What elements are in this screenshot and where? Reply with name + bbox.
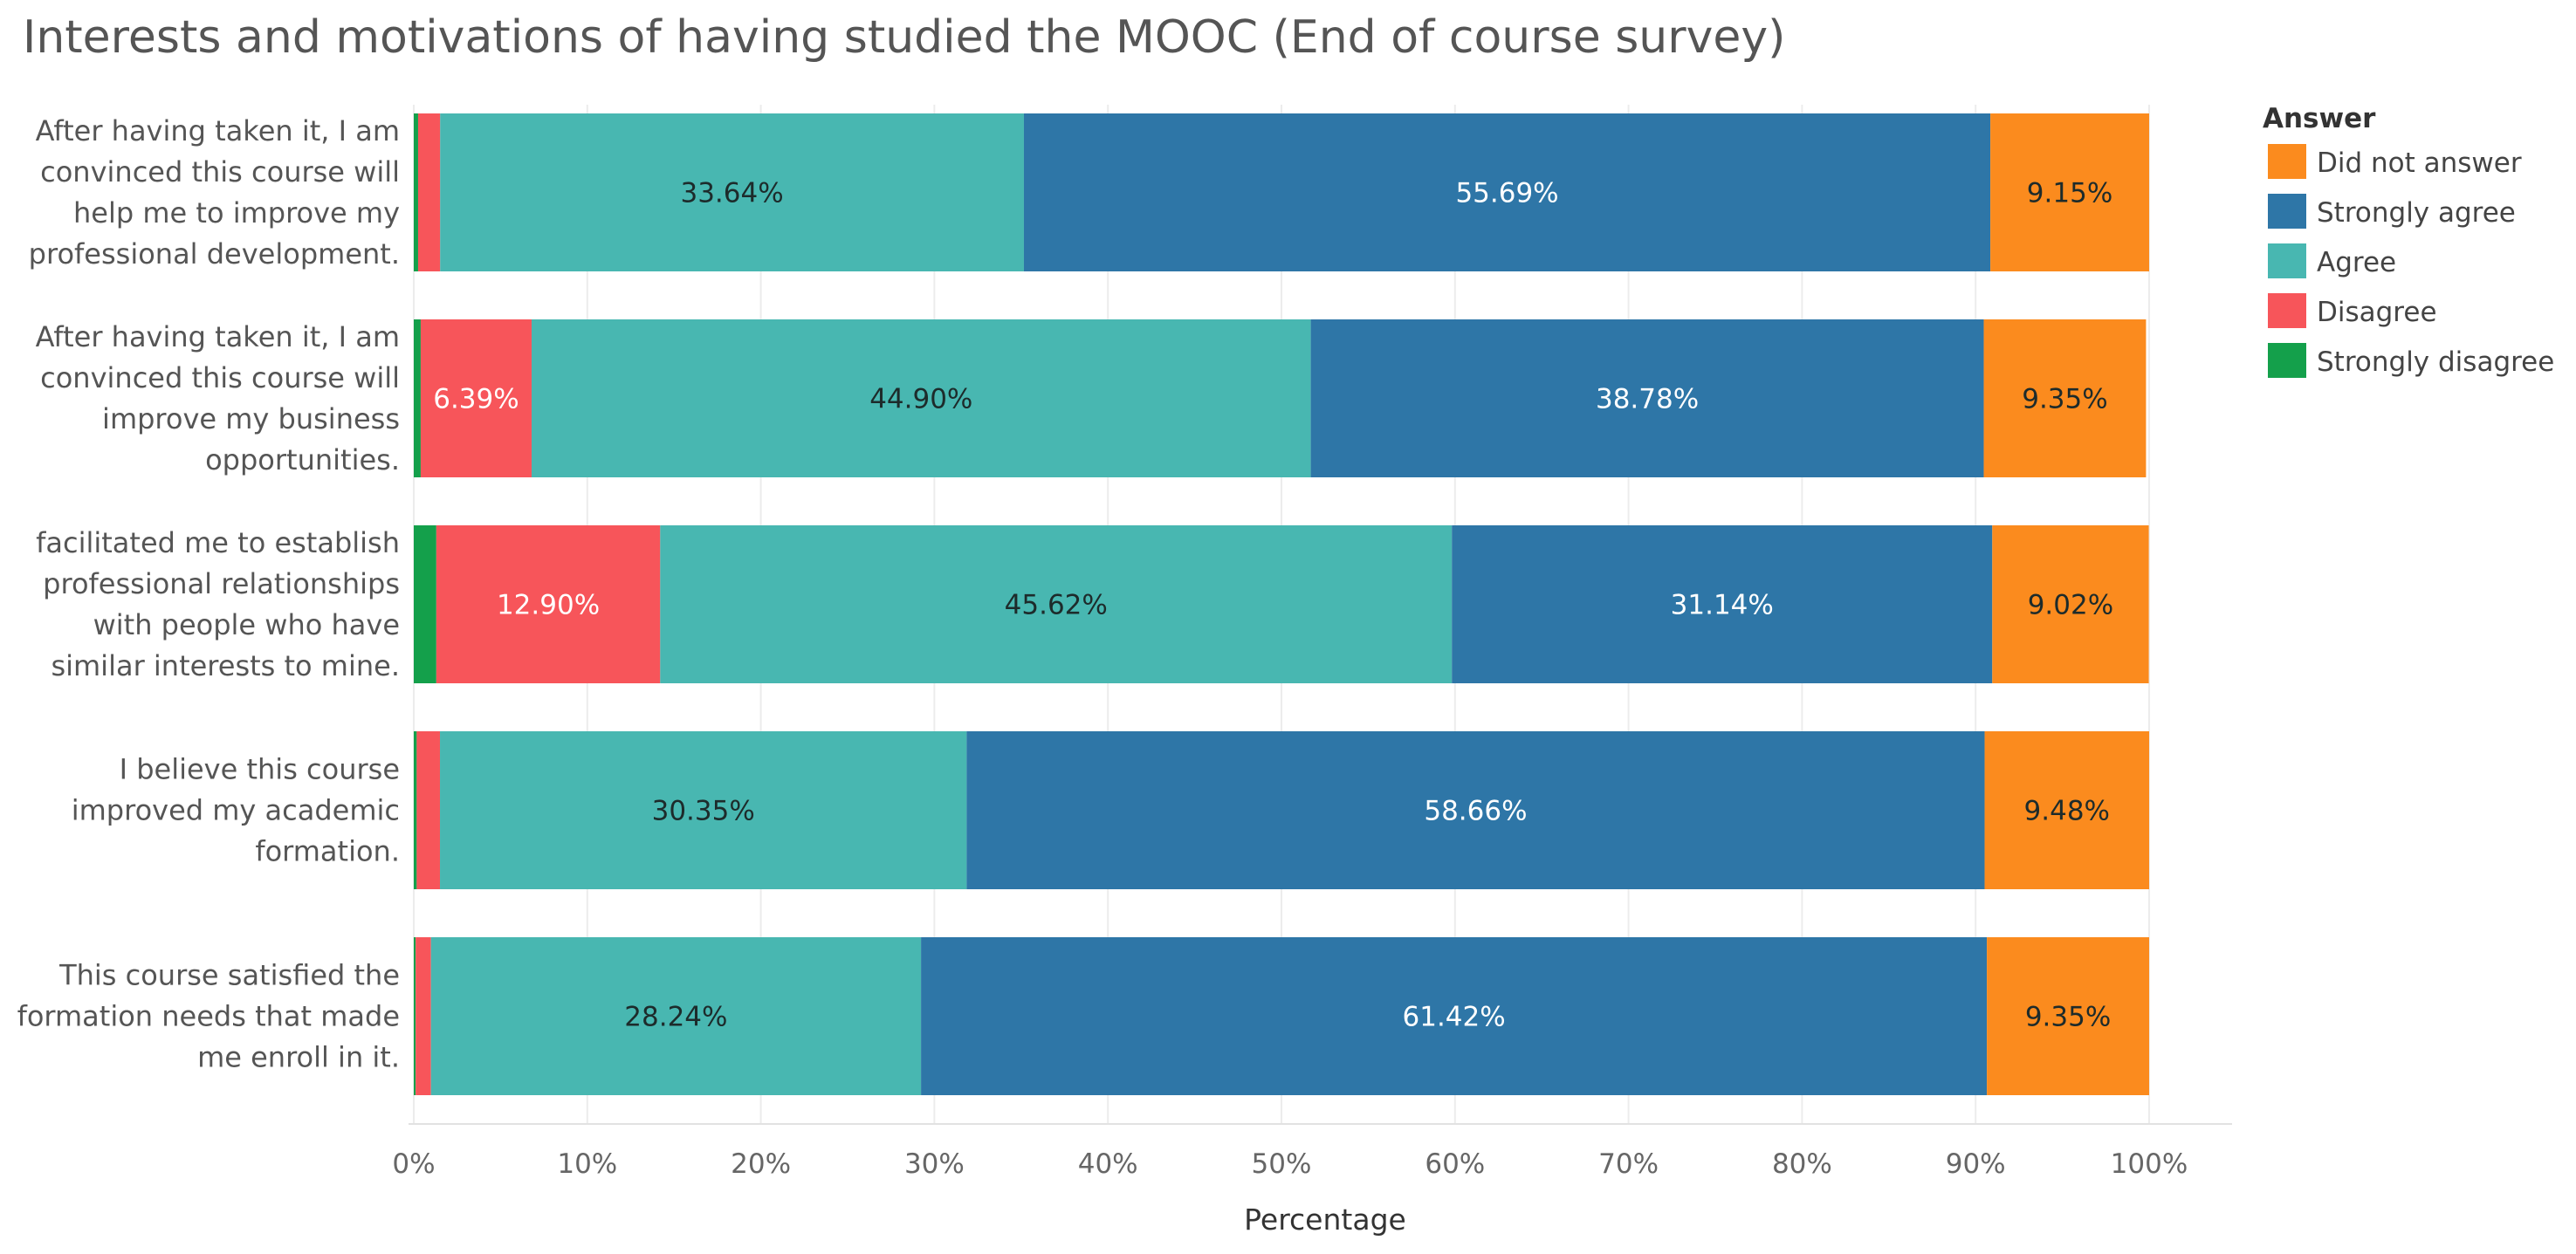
bar-segment-did-not-answer [1992,525,2149,683]
category-label: me enroll in it. [197,1041,400,1074]
category-label: After having taken it, I am [36,114,400,147]
legend: Answer Did not answer Strongly agree Agree… [2263,103,2554,378]
chart-title: Interests and motivations of having stud… [23,11,1785,64]
category-label: facilitated me to establish [36,526,400,559]
x-tick-label: 40% [1078,1148,1138,1180]
bar-segment-disagree [420,319,532,477]
x-tick-label: 20% [731,1148,791,1180]
data-label: 9.15% [2027,178,2112,209]
bar-segment-disagree [436,525,661,683]
category-label: with people who have [93,608,400,641]
legend-swatch [2268,144,2306,179]
category-label: convinced this course will [40,155,400,188]
x-axis: 0% 10% 20% 30% 40% 50% 60% 70% 80% 90% 100% [392,1123,2232,1180]
x-tick-label: 80% [1772,1148,1832,1180]
bar-segment-strongly-disagree [414,525,436,683]
bar-segment-did-not-answer [1990,113,2149,271]
category-label: help me to improve my [73,196,400,230]
legend-swatch [2268,293,2306,328]
bar-segment-strongly-disagree [414,731,417,889]
x-tick-label: 70% [1598,1148,1659,1180]
data-label: 6.39% [433,384,519,415]
data-label: 55.69% [1455,178,1558,209]
x-tick-label: 90% [1946,1148,2006,1180]
bar-segment-strongly-disagree [414,937,416,1095]
category-label: improved my academic [72,794,400,827]
data-label: 33.64% [680,178,783,209]
bar-segment-strongly-agree [921,937,1988,1095]
data-label: 9.35% [2022,384,2107,415]
bar-segment-strongly-agree [1023,113,1991,271]
bar-segment-disagree [416,937,431,1095]
bar-segment-agree [430,937,922,1095]
bar-segment-strongly-agree [1452,525,1993,683]
x-tick-label: 60% [1425,1148,1485,1180]
legend-entry: Disagree [2317,297,2437,328]
category-label: similar interests to mine. [51,649,400,682]
bar-segment-strongly-disagree [414,113,418,271]
bar-segment-disagree [416,731,441,889]
data-label: 12.90% [497,590,600,621]
x-tick-label: 10% [557,1148,617,1180]
bar-segment-strongly-agree [1310,319,1984,477]
x-tick-label: 0% [392,1148,435,1180]
category-label: convinced this course will [40,361,400,394]
category-label: opportunities. [205,443,400,476]
legend-entry: Agree [2317,247,2396,278]
bar-segment-agree [531,319,1311,477]
data-label: 28.24% [624,1002,727,1033]
category-labels: After having taken it, I am convinced thi… [17,114,400,1074]
category-label: After having taken it, I am [36,320,400,353]
data-label: 61.42% [1403,1002,1506,1033]
x-axis-title: Percentage [1244,1203,1406,1237]
legend-title: Answer [2263,103,2376,134]
legend-entry: Strongly disagree [2317,346,2554,378]
category-label: This course satisfied the [58,959,400,992]
bar-segment-agree [440,113,1024,271]
bar-segment-did-not-answer [1987,937,2149,1095]
bars-layer: 33.64% 55.69% 9.15% 6.39% 44.90% 38.78% 9.35% 1… [414,113,2149,1095]
x-tick-label: 30% [904,1148,965,1180]
x-tick-label: 50% [1252,1148,1312,1180]
legend-entry: Strongly agree [2317,197,2516,229]
data-label: 30.35% [652,796,755,827]
legend-swatch [2268,194,2306,229]
data-label: 31.14% [1671,590,1774,621]
legend-swatch [2268,243,2306,278]
x-tick-label: 100% [2111,1148,2188,1180]
category-label: formation. [255,835,400,868]
legend-swatch [2268,343,2306,378]
bar-segment-strongly-agree [966,731,1985,889]
data-label: 58.66% [1424,796,1527,827]
data-label: 44.90% [869,384,972,415]
bar-segment-disagree [417,113,441,271]
category-label: professional development. [29,237,400,271]
data-label: 9.48% [2024,796,2110,827]
category-label: I believe this course [120,753,400,786]
data-label: 9.35% [2025,1002,2111,1033]
category-label: formation needs that made [17,1000,400,1033]
bar-segment-agree [660,525,1453,683]
bar-segment-agree [440,731,967,889]
bar-segment-did-not-answer [1983,319,2147,477]
bar-segment-strongly-disagree [414,319,421,477]
data-label: 38.78% [1596,384,1699,415]
bar-segment-did-not-answer [1984,731,2149,889]
category-label: improve my business [102,402,400,435]
category-label: professional relationships [43,567,400,600]
legend-entry: Did not answer [2317,147,2522,179]
data-label: 45.62% [1005,590,1108,621]
data-label: 9.02% [2028,590,2113,621]
